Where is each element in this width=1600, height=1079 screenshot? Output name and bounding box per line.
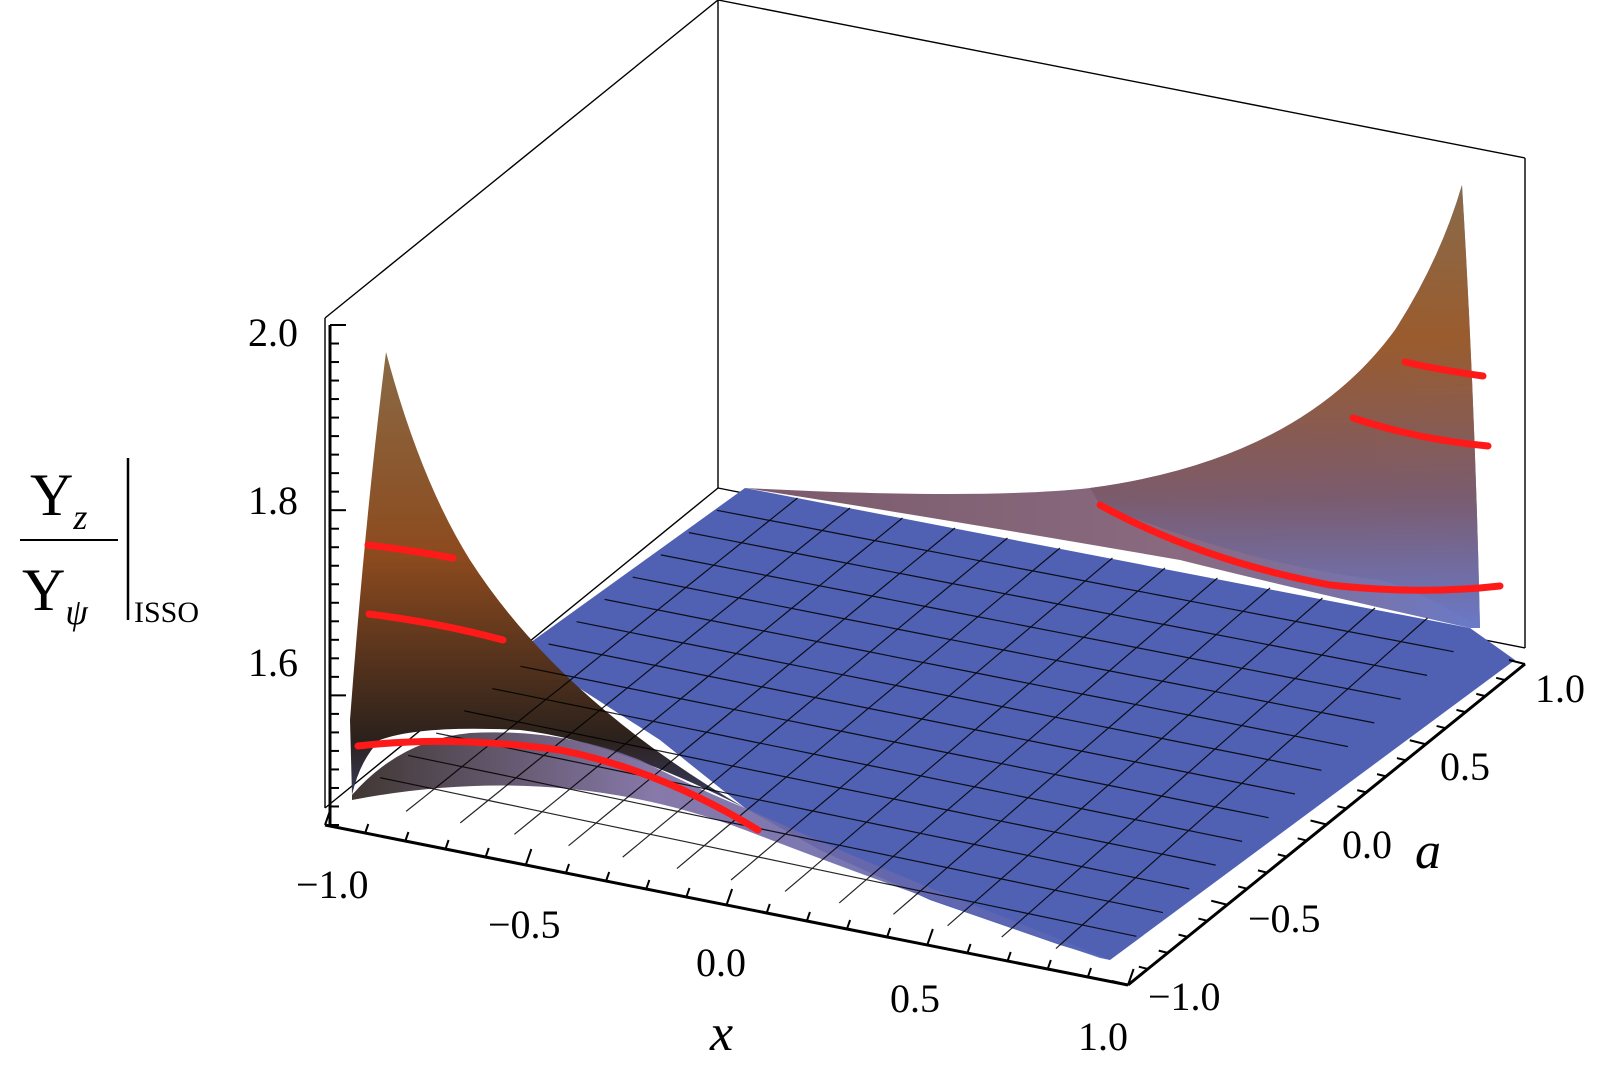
z-label-numerator: Υz <box>30 462 87 537</box>
y-tick-label: −1.0 <box>1148 974 1221 1019</box>
mesh-line <box>1001 607 1376 938</box>
mesh-line <box>576 621 1322 771</box>
ticks <box>324 324 1526 986</box>
mesh-line <box>548 643 1296 795</box>
axis-tick <box>1409 739 1426 746</box>
mesh-line <box>604 598 1349 748</box>
axis-tick <box>926 928 934 946</box>
axis-tick <box>1257 869 1268 874</box>
axis-tick <box>1046 959 1052 970</box>
red-curve-left-2 <box>365 610 507 644</box>
tick-labels: −1.0 −0.5 0.0 0.5 1.0 −1.0 −0.5 0.0 0.5 … <box>248 310 1585 1059</box>
mesh-line <box>632 576 1375 724</box>
box-edge <box>324 0 719 319</box>
z-tick-label: 1.6 <box>248 640 298 685</box>
axis-tick <box>1495 676 1506 682</box>
axis-tick <box>364 823 370 834</box>
mesh-line <box>838 577 1218 904</box>
red-curve-left-1 <box>364 541 457 562</box>
y-tick-label: 0.5 <box>1440 744 1490 789</box>
axis-tick <box>1356 789 1367 794</box>
axis-tick <box>685 887 691 898</box>
red-curve-left-3 <box>354 737 762 834</box>
axis-tick <box>645 879 651 890</box>
surface-right-peak <box>1090 185 1480 628</box>
axis-tick <box>1178 933 1188 938</box>
mesh-line <box>947 597 1323 927</box>
surface <box>350 185 1515 960</box>
axis-tick <box>524 848 533 866</box>
x-tick-label: −0.5 <box>488 902 561 947</box>
highlight-curves <box>354 358 1504 834</box>
z-tick-label: 2.0 <box>248 310 298 355</box>
axis-tick <box>1086 967 1092 978</box>
x-tick-label: −1.0 <box>296 862 369 907</box>
surface-floor <box>520 488 1515 960</box>
mesh-line <box>660 554 1401 700</box>
red-curve-right-2 <box>1349 414 1492 450</box>
z-label-evaluated-at: ISSO <box>134 596 199 629</box>
axis-tick <box>564 863 570 874</box>
axis-tick <box>1376 773 1387 778</box>
surface-left-peak <box>350 352 745 808</box>
axis-tick <box>1508 659 1526 665</box>
axis-tick <box>484 847 490 858</box>
y-tick-label: 0.0 <box>1342 822 1392 867</box>
axis-tick <box>886 927 892 938</box>
x-axis-label: x <box>709 1005 733 1062</box>
axis-tick <box>324 808 332 826</box>
axis-tick <box>805 911 811 922</box>
z-axis-label: Υz Υψ ISSO <box>20 458 199 632</box>
z-tick-label: 1.8 <box>248 478 298 523</box>
axis-tick <box>1297 837 1307 842</box>
axis-tick <box>1277 853 1288 858</box>
axis-tick <box>1310 819 1327 826</box>
mesh-line <box>1055 617 1428 950</box>
axis-tick <box>1138 965 1149 970</box>
axis-tick <box>1211 899 1228 906</box>
mesh-line <box>688 532 1428 676</box>
axis-tick <box>846 919 852 930</box>
axis-tick <box>605 871 611 882</box>
axis-tick <box>1456 708 1466 714</box>
axis-tick <box>1476 692 1486 698</box>
red-curve-right-1 <box>1096 501 1504 594</box>
red-curve-right-3 <box>1401 358 1487 380</box>
axis-tick <box>1111 980 1129 986</box>
x-tick-label: 0.5 <box>890 976 940 1021</box>
axis-tick <box>404 831 410 842</box>
axis-tick <box>444 839 450 850</box>
axis-tick <box>966 943 972 954</box>
mesh-line <box>716 509 1454 653</box>
axis-tick <box>765 903 771 914</box>
axis-tick <box>1158 949 1168 954</box>
axis-tick <box>1337 805 1347 810</box>
box-edge <box>717 0 1526 159</box>
axis-tick <box>725 888 734 906</box>
axis-tick <box>1436 724 1446 730</box>
surface-mesh <box>379 497 1454 950</box>
axis-tick <box>1006 951 1012 962</box>
axis-tick <box>1198 917 1208 922</box>
z-label-denominator: Υψ <box>22 557 88 632</box>
surface-front-slope <box>352 732 1110 960</box>
y-tick-label: −0.5 <box>1248 896 1321 941</box>
axis-tick <box>1127 968 1135 986</box>
y-axis-label: a <box>1415 823 1441 880</box>
mesh-line <box>893 587 1271 915</box>
axis-tick <box>1396 757 1407 762</box>
mesh-line <box>784 567 1166 892</box>
y-tick-label: 1.0 <box>1535 666 1585 711</box>
x-tick-label: 0.0 <box>696 940 746 985</box>
x-tick-label: 1.0 <box>1078 1014 1128 1059</box>
axis-tick <box>1237 885 1248 890</box>
